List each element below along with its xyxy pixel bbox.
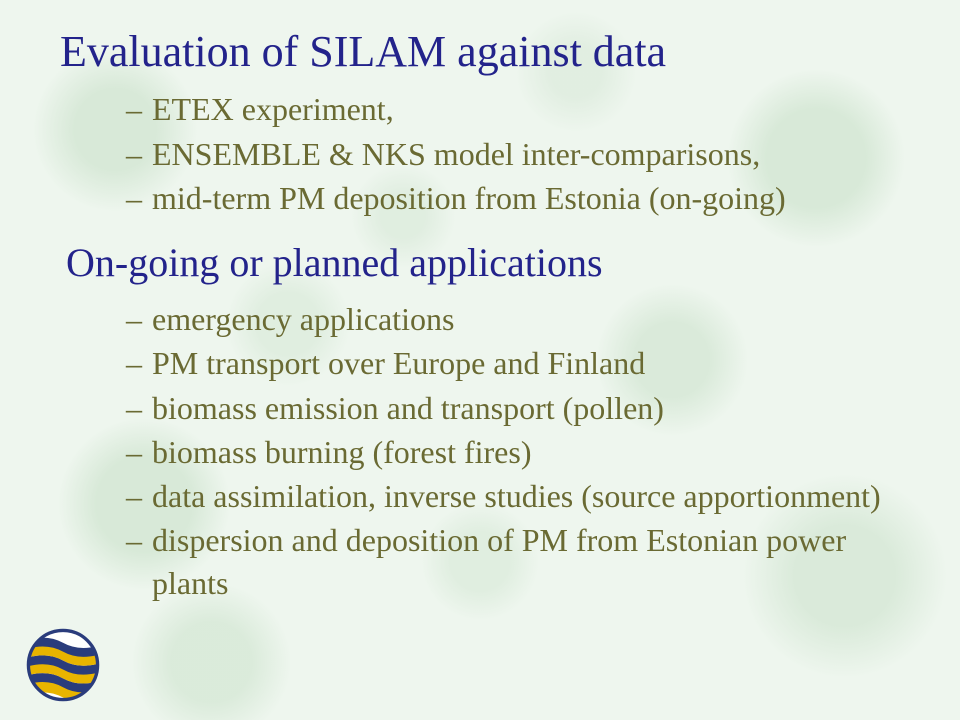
slide: Evaluation of SILAM against data ETEX ex… (0, 0, 960, 720)
list-item: biomass emission and transport (pollen) (126, 387, 916, 429)
list-item: ENSEMBLE & NKS model inter-comparisons, (126, 133, 916, 175)
list-item: biomass burning (forest fires) (126, 431, 916, 473)
section-2-list: emergency applications PM transport over… (60, 298, 916, 604)
list-item: data assimilation, inverse studies (sour… (126, 475, 916, 517)
slide-subtitle: On-going or planned applications (66, 239, 916, 286)
slide-title: Evaluation of SILAM against data (60, 28, 916, 76)
list-item: emergency applications (126, 298, 916, 340)
fmi-globe-icon (26, 628, 100, 702)
list-item: PM transport over Europe and Finland (126, 342, 916, 384)
list-item: ETEX experiment, (126, 88, 916, 130)
section-1-list: ETEX experiment, ENSEMBLE & NKS model in… (60, 88, 916, 219)
list-item: dispersion and deposition of PM from Est… (126, 519, 916, 603)
list-item: mid-term PM deposition from Estonia (on-… (126, 177, 916, 219)
